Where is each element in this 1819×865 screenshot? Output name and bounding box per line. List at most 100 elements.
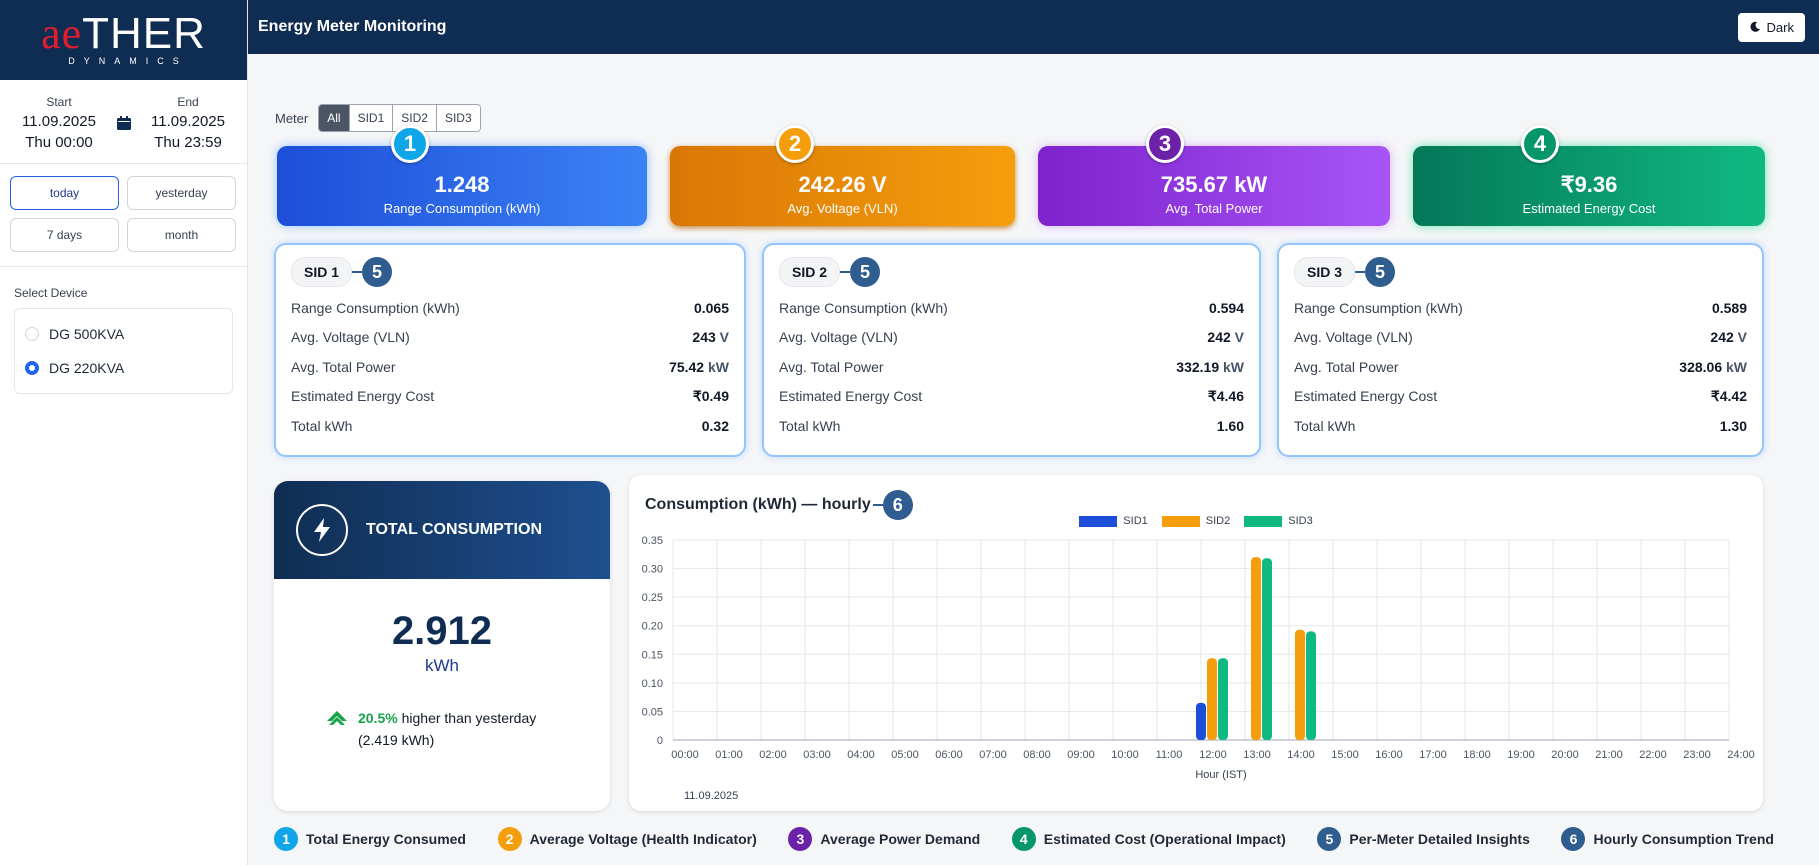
date-range: Start 11.09.2025 Thu 00:00 End 11.09.202… (0, 80, 247, 164)
footer-item-6: 6 Hourly Consumption Trend (1561, 827, 1774, 851)
select-device-label: Select Device (14, 286, 88, 300)
yesterday-button[interactable]: yesterday (127, 176, 236, 210)
sid-name: SID 2 (779, 257, 841, 287)
metric-value: 332.19 kW (1176, 358, 1244, 375)
month-button[interactable]: month (127, 218, 236, 252)
meter-all-button[interactable]: All (319, 105, 349, 131)
y-tick-label: 0.25 (642, 592, 663, 604)
metric-row: Avg. Total Power 75.42 kW (291, 352, 729, 382)
footer-item-3: 3 Average Power Demand (788, 827, 980, 851)
metric-label: Estimated Energy Cost (779, 388, 923, 405)
metric-value: 328.06 kW (1679, 358, 1747, 375)
metric-label: Avg. Total Power (779, 358, 884, 375)
metric-row: Estimated Energy Cost ₹4.46 (779, 382, 1244, 412)
sid-name: SID 3 (1294, 257, 1356, 287)
x-tick-label: 11:00 (1156, 749, 1183, 761)
metric-value: ₹0.49 (692, 387, 729, 404)
page-title: Energy Meter Monitoring (258, 18, 447, 35)
metric-value: 243 V (692, 329, 729, 346)
legend-sid1[interactable]: SID1 (1079, 515, 1148, 527)
metric-value: 1.60 (1216, 417, 1244, 434)
metric-label: Avg. Total Power (1294, 358, 1399, 375)
sid-card-3: SID 3 5 Range Consumption (kWh) 0.589 Avg.… (1277, 243, 1764, 457)
metric-row: Estimated Energy Cost ₹0.49 (291, 382, 729, 412)
meter-sid1-button[interactable]: SID1 (348, 105, 393, 131)
bar-sid2 (1251, 557, 1261, 740)
metric-row: Range Consumption (kWh) 0.065 (291, 293, 729, 323)
kpi-label: Range Consumption (kWh) (383, 201, 541, 216)
x-tick-label: 05:00 (891, 749, 919, 761)
device-option-220kva[interactable]: DG 220KVA (25, 351, 222, 385)
radio-button[interactable] (25, 327, 39, 341)
metric-row: Avg. Voltage (VLN) 242 V (1294, 323, 1747, 353)
sid-card-1: SID 1 5 Range Consumption (kWh) 0.065 Avg.… (274, 243, 746, 457)
sid-card-2: SID 2 5 Range Consumption (kWh) 0.594 Avg.… (762, 243, 1261, 457)
kpi-label: Avg. Voltage (VLN) (787, 201, 898, 216)
x-tick-label: 13:00 (1243, 749, 1271, 761)
radio-button-selected[interactable] (25, 361, 39, 375)
footer-item-1: 1 Total Energy Consumed (274, 827, 466, 851)
legend-sid2[interactable]: SID2 (1161, 515, 1230, 527)
logo-wordmark: aeTHER (41, 9, 206, 58)
total-consumption-unit: kWh (425, 656, 459, 675)
dark-mode-button[interactable]: Dark (1737, 12, 1805, 42)
x-tick-label: 16:00 (1375, 749, 1403, 761)
metric-row: Avg. Voltage (VLN) 243 V (291, 323, 729, 353)
device-option-500kva[interactable]: DG 500KVA (25, 317, 222, 351)
x-tick-label: 01:00 (715, 749, 743, 761)
chart-title-group: Consumption (kWh) — hourly 6 (645, 490, 913, 520)
legend-sid3[interactable]: SID3 (1244, 515, 1313, 527)
range-buttons: today yesterday 7 days month (0, 164, 247, 267)
x-tick-label: 19:00 (1507, 749, 1535, 761)
y-tick-label: 0 (657, 735, 663, 747)
metric-label: Avg. Voltage (VLN) (291, 329, 410, 346)
metric-row: Estimated Energy Cost ₹4.42 (1294, 382, 1747, 412)
date-label: 11.09.2025 (684, 790, 738, 802)
start-time-value: Thu 00:00 (25, 133, 93, 151)
y-tick-label: 0.15 (642, 649, 663, 661)
x-axis-label: Hour (IST) (1195, 769, 1246, 781)
x-tick-label: 10:00 (1111, 749, 1139, 761)
kpi-value: 242.26 V (798, 172, 887, 197)
x-tick-label: 00:00 (671, 749, 699, 761)
bar-sid2 (1207, 658, 1217, 740)
badge-5: 5 (1365, 257, 1396, 287)
7-days-button[interactable]: 7 days (10, 218, 119, 252)
x-tick-label: 07:00 (979, 749, 1007, 761)
metric-value: 75.42 kW (669, 358, 729, 375)
x-tick-label: 22:00 (1639, 749, 1667, 761)
x-tick-label: 09:00 (1067, 749, 1095, 761)
metric-value: 0.065 (693, 299, 729, 316)
x-tick-label: 04:00 (847, 749, 875, 761)
x-tick-label: 17:00 (1419, 749, 1447, 761)
bar-sid1 (1196, 702, 1206, 740)
metric-value: 0.589 (1711, 299, 1747, 316)
end-date[interactable]: End 11.09.2025 Thu 23:59 (151, 95, 225, 151)
metric-value: 0.32 (701, 417, 729, 434)
x-tick-label: 20:00 (1551, 749, 1579, 761)
top-bar: Energy Meter Monitoring Dark (248, 0, 1819, 54)
start-date[interactable]: Start 11.09.2025 Thu 00:00 (22, 95, 96, 151)
x-tick-label: 14:00 (1287, 749, 1315, 761)
metric-label: Avg. Voltage (VLN) (1294, 329, 1413, 346)
start-date-value: 11.09.2025 (22, 112, 96, 130)
comparison-text: 20.5% higher than yesterday (274, 710, 610, 728)
metric-label: Estimated Energy Cost (291, 388, 435, 405)
today-button[interactable]: today (10, 176, 119, 210)
metric-value: 0.594 (1208, 299, 1244, 316)
dark-mode-label: Dark (1766, 19, 1794, 35)
x-tick-label: 23:00 (1683, 749, 1711, 761)
metric-label: Total kWh (1294, 417, 1356, 434)
badge-5: 5 (850, 257, 881, 287)
kpi-value: 735.67 kW (1160, 172, 1268, 197)
total-consumption-title: TOTAL CONSUMPTION (366, 521, 542, 538)
bar-sid2 (1295, 629, 1305, 740)
bar-sid3 (1218, 658, 1228, 740)
metric-label: Range Consumption (kWh) (291, 299, 460, 316)
kpi-label: Avg. Total Power (1165, 201, 1263, 216)
metric-label: Avg. Total Power (291, 358, 396, 375)
calendar-icon[interactable] (116, 115, 132, 131)
total-consumption-header: TOTAL CONSUMPTION (274, 481, 610, 579)
moon-icon (1750, 21, 1760, 32)
meter-sid3-button[interactable]: SID3 (435, 105, 480, 131)
